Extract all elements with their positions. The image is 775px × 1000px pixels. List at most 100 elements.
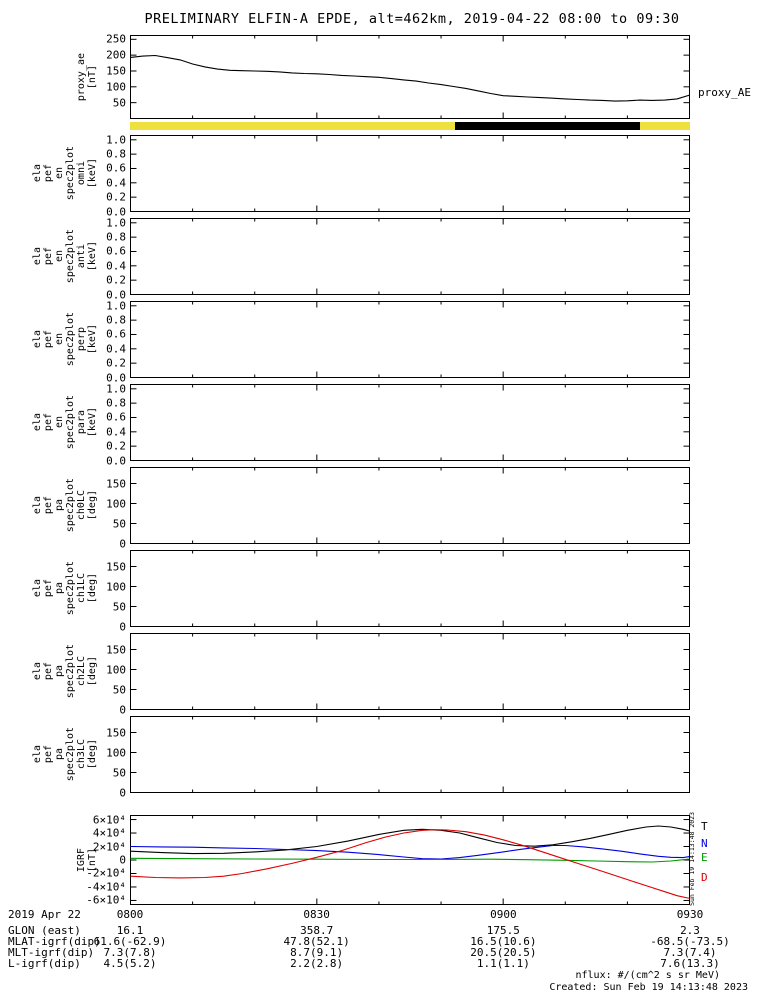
y-axis-title-word: spec2plot bbox=[65, 644, 76, 699]
panel-canvas-igrf bbox=[130, 815, 690, 905]
y-axis-title-word: pef bbox=[43, 662, 54, 681]
y-axis-title-word: spec2plot bbox=[65, 727, 76, 782]
y-tick-label: 0 bbox=[119, 703, 126, 716]
y-tick-labels-pa_ch2lc: 0 50 100 150 bbox=[0, 633, 126, 716]
footer-row-value: 358.7 bbox=[300, 924, 334, 937]
y-tick-label: 0.0 bbox=[106, 371, 126, 384]
y-tick-label: 1.0 bbox=[106, 299, 126, 313]
y-axis-title-igrf: IGRF [nT] bbox=[28, 815, 98, 905]
panel-canvas-proxy_ae bbox=[130, 35, 690, 119]
y-axis-title-word: pef bbox=[43, 164, 54, 183]
y-tick-labels-pa_ch3lc: 0 50 100 150 bbox=[0, 716, 126, 799]
y-axis-title-word: proxy_ae bbox=[76, 52, 87, 102]
y-tick-label: 50 bbox=[112, 766, 126, 779]
panel-frame bbox=[130, 135, 690, 212]
y-tick-label: 0.2 bbox=[106, 190, 126, 204]
y-tick-label: 50 bbox=[112, 517, 126, 530]
y-tick-label: 1.0 bbox=[106, 216, 126, 230]
x-tick-label: 0830 bbox=[303, 908, 330, 921]
panel-pa_ch0lc bbox=[130, 467, 690, 544]
panel-canvas-en_omni bbox=[130, 135, 690, 212]
igrf-series-label-n: N bbox=[701, 837, 708, 850]
igrf-series-label-d: D bbox=[701, 871, 708, 884]
igrf-series-label-t: T bbox=[701, 820, 708, 833]
y-axis-title-word: pa bbox=[54, 499, 65, 512]
y-tick-label: 0.6 bbox=[106, 244, 126, 258]
y-axis-title-word: [keV] bbox=[87, 324, 98, 355]
y-tick-label: 100 bbox=[106, 80, 126, 94]
panel-frame bbox=[130, 633, 690, 710]
series-proxy_ae-proxy_AE bbox=[130, 54, 690, 102]
footer-row-value: 47.8(52.1) bbox=[283, 935, 350, 948]
y-tick-label: 0.2 bbox=[106, 356, 126, 370]
y-tick-labels-en_anti: 0.0 0.2 0.4 0.6 0.8 1.0 bbox=[0, 216, 126, 301]
y-tick-label: 1.0 bbox=[106, 382, 126, 396]
footer-row-value: 4.5(5.2) bbox=[103, 957, 157, 970]
y-axis-title-en_perp: ela pef en spec2plot perp [keV] bbox=[28, 301, 98, 378]
y-axis-title-word: en bbox=[54, 250, 65, 263]
proxy-ae-right-label: proxy_AE bbox=[698, 86, 751, 99]
panel-pa_ch3lc bbox=[130, 716, 690, 793]
y-tick-label: 100 bbox=[106, 746, 126, 759]
series-igrf-D bbox=[130, 829, 690, 899]
panel-igrf bbox=[130, 815, 690, 905]
series-igrf-T bbox=[130, 825, 690, 855]
y-axis-title-pa_ch1lc: ela pef pa spec2plot ch1LC [deg] bbox=[28, 550, 98, 627]
y-axis-title-word: [deg] bbox=[87, 656, 98, 687]
y-axis-title-word: ela bbox=[32, 662, 43, 681]
y-axis-title-word: ela bbox=[32, 247, 43, 266]
footer-row-value: 8.7(9.1) bbox=[290, 946, 344, 959]
y-tick-label: 0.0 bbox=[106, 205, 126, 218]
panel-frame bbox=[130, 550, 690, 627]
y-tick-label: 100 bbox=[106, 497, 126, 510]
y-axis-title-pa_ch2lc: ela pef pa spec2plot ch2LC [deg] bbox=[28, 633, 98, 710]
y-axis-title-word: ch3LC bbox=[76, 739, 87, 770]
side-timestamp: Sun Feb 19 14:13:48 2023 bbox=[688, 812, 696, 906]
panel-en_omni bbox=[130, 135, 690, 212]
y-tick-label: 0.6 bbox=[106, 161, 126, 175]
footer-row-label: L-igrf(dip) bbox=[8, 957, 81, 970]
y-tick-label: 150 bbox=[106, 477, 126, 490]
y-axis-title-proxy_ae: proxy_ae [nT] bbox=[28, 35, 98, 119]
y-tick-label: 0.8 bbox=[106, 230, 126, 244]
y-axis-title-word: spec2plot bbox=[65, 312, 76, 367]
panel-frame bbox=[130, 467, 690, 544]
y-tick-label: 150 bbox=[106, 643, 126, 656]
series-igrf-N bbox=[130, 844, 690, 860]
x-tick-label: 0930 bbox=[676, 908, 704, 921]
y-axis-title-word: [deg] bbox=[87, 490, 98, 521]
y-axis-title-word: pef bbox=[43, 330, 54, 349]
y-tick-label: -4×10⁴ bbox=[86, 880, 126, 894]
y-axis-title-word: [keV] bbox=[87, 158, 98, 189]
y-tick-labels-en_para: 0.0 0.2 0.4 0.6 0.8 1.0 bbox=[0, 382, 126, 467]
y-axis-title-word: ch1LC bbox=[76, 573, 87, 604]
footer-row-mlat-igrf-dip-: MLAT-igrf(dip) 61.6(-62.9) 47.8(52.1) 16.5(… bbox=[0, 935, 775, 948]
y-tick-label: 6×10⁴ bbox=[92, 813, 126, 827]
y-axis-title-word: pef bbox=[43, 413, 54, 432]
y-tick-label: 200 bbox=[106, 48, 126, 62]
panel-proxy_ae bbox=[130, 35, 690, 119]
y-tick-label: 0.2 bbox=[106, 273, 126, 287]
footer-row-value: 7.6(13.3) bbox=[660, 957, 720, 970]
y-tick-label: 0 bbox=[119, 537, 126, 550]
y-tick-label: 0.4 bbox=[106, 176, 126, 190]
series-igrf-E bbox=[130, 857, 690, 863]
footer-row-value: 7.3(7.4) bbox=[663, 946, 717, 959]
y-tick-label: 0.4 bbox=[106, 259, 126, 273]
panel-en_perp bbox=[130, 301, 690, 378]
footer-row-value: 20.5(20.5) bbox=[470, 946, 537, 959]
y-tick-label: -6×10⁴ bbox=[86, 893, 126, 907]
y-tick-labels-pa_ch1lc: 0 50 100 150 bbox=[0, 550, 126, 633]
panel-en_para bbox=[130, 384, 690, 461]
y-axis-title-word: [nT] bbox=[87, 64, 98, 90]
y-axis-title-word: spec2plot bbox=[65, 561, 76, 616]
y-tick-label: 150 bbox=[106, 726, 126, 739]
y-axis-title-word: pef bbox=[43, 579, 54, 598]
y-tick-label: 50 bbox=[112, 96, 126, 110]
y-axis-title-word: pef bbox=[43, 745, 54, 764]
y-tick-label: 50 bbox=[112, 683, 126, 696]
y-axis-title-en_anti: ela pef en spec2plot anti [keV] bbox=[28, 218, 98, 295]
y-axis-title-word: ela bbox=[32, 496, 43, 515]
footer-row-value: 1.1(1.1) bbox=[476, 957, 530, 970]
y-axis-title-word: [deg] bbox=[87, 573, 98, 604]
